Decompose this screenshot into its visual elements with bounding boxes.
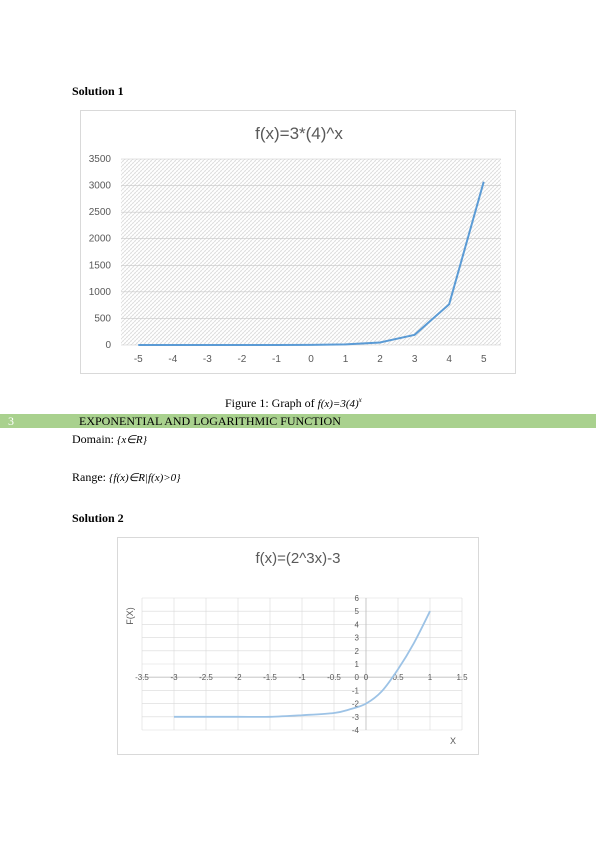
chart-2-x-tick-label: 0 <box>364 673 369 682</box>
chart-2-x-tick-label: -3.5 <box>135 673 149 682</box>
chart-1: f(x)=3*(4)^x 050010001500200025003000350… <box>89 124 501 365</box>
chart-1-y-tick-label: 2500 <box>89 207 112 218</box>
range-math: {f(x)∈R|f(x)>0} <box>109 472 181 484</box>
range-line: Range: {f(x)∈R|f(x)>0} <box>72 470 181 485</box>
chart-2-y-tick-label: 6 <box>355 594 360 603</box>
chart-2-y-tick-label: -1 <box>352 686 360 695</box>
solution-1-heading: Solution 1 <box>72 84 124 98</box>
chart-2-x-axis-title: X <box>450 736 456 746</box>
chart-2-y-tick-label: 1 <box>355 660 360 669</box>
chart-2-x-tick-label: -1 <box>298 673 306 682</box>
chart-1-x-tick-label: 5 <box>481 354 487 365</box>
chart-2-x-tick-label: 1 <box>428 673 433 682</box>
chart-2-y-tick-label: 2 <box>355 647 360 656</box>
domain-label: Domain: <box>72 432 117 446</box>
chart-2-x-tick-label: -0.5 <box>327 673 341 682</box>
chart-1-x-tick-label: -4 <box>168 354 177 365</box>
chart-1-x-tick-label: 0 <box>308 354 314 365</box>
chart-2-y-tick-label: 4 <box>355 620 360 629</box>
chart-1-x-tick-label: -5 <box>134 354 143 365</box>
figure-1-caption: Figure 1: Graph of f(x)=3(4)x <box>225 396 362 411</box>
chart-2-x-tick-label: -2 <box>234 673 242 682</box>
chart-2-x-tick-label: 0.5 <box>392 673 404 682</box>
section-heading-band: 3 EXPONENTIAL AND LOGARITHMIC FUNCTION <box>0 414 596 428</box>
chart-1-x-tick-label: -3 <box>203 354 212 365</box>
chart-2-y-tick-label: -3 <box>352 713 360 722</box>
chart-1-y-tick-label: 1000 <box>89 287 112 298</box>
chart-1-y-tick-label: 3500 <box>89 154 112 165</box>
chart-1-y-tick-label: 2000 <box>89 234 112 245</box>
chart-1-y-tick-label: 1500 <box>89 260 112 271</box>
chart-2-x-tick-label: 1.5 <box>456 673 468 682</box>
chart-2-x-tick-label: -2.5 <box>199 673 213 682</box>
chart-2-y-tick-label: 5 <box>355 607 360 616</box>
chart-2-y-tick-label: 0 <box>355 673 360 682</box>
chart-2-y-tick-label: -2 <box>352 700 360 709</box>
chart-2-x-tick-label: -3 <box>170 673 178 682</box>
range-label: Range: <box>72 470 109 484</box>
section-title: EXPONENTIAL AND LOGARITHMIC FUNCTION <box>79 414 341 428</box>
domain-line: Domain: {x∈R} <box>72 432 147 447</box>
figure-1-caption-math: f(x)=3(4) <box>317 398 359 410</box>
chart-2-container: f(x)=(2^3x)-3 -4 -3 -2 -1 0 1 2 3 4 5 6 -3.5 -3 -2.5… <box>117 537 479 755</box>
chart-1-x-tick-label: 4 <box>446 354 452 365</box>
chart-2-series-line <box>174 610 431 718</box>
figure-1-caption-prefix: Figure 1: Graph of <box>225 396 318 410</box>
chart-2-x-tick-label: -1.5 <box>263 673 277 682</box>
chart-1-x-tick-label: 2 <box>377 354 383 365</box>
chart-2-y-tick-label: 3 <box>355 634 360 643</box>
chart-2-y-axis-title: F(X) <box>125 607 135 625</box>
chart-1-series-line <box>138 181 485 346</box>
figure-1-caption-exponent: x <box>358 396 362 404</box>
chart-1-title: f(x)=3*(4)^x <box>255 124 343 143</box>
domain-math: {x∈R} <box>117 434 147 446</box>
chart-1-x-tick-label: 3 <box>412 354 418 365</box>
chart-2-title: f(x)=(2^3x)-3 <box>256 550 341 567</box>
chart-1-plot-area <box>121 159 501 345</box>
chart-1-x-tick-label: -1 <box>272 354 281 365</box>
section-number: 3 <box>8 414 14 428</box>
chart-1-y-tick-label: 0 <box>105 340 111 351</box>
chart-1-y-tick-label: 500 <box>94 313 111 324</box>
chart-1-container: f(x)=3*(4)^x 0 500 1000 1500 2000 2500 3000 350… <box>80 110 516 374</box>
chart-1-x-tick-label: -2 <box>237 354 246 365</box>
chart-2-y-tick-label: -4 <box>352 726 360 735</box>
solution-2-heading: Solution 2 <box>72 511 124 525</box>
chart-1-y-tick-label: 3000 <box>89 181 112 192</box>
chart-1-x-tick-label: 1 <box>343 354 349 365</box>
